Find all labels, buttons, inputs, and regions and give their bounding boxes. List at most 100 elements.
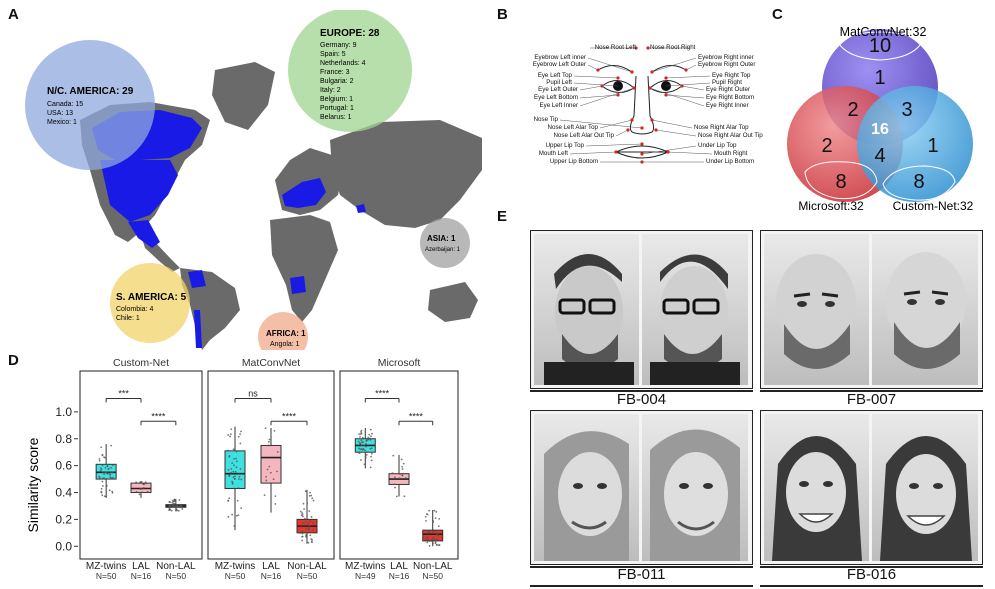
data-point bbox=[106, 484, 108, 487]
data-point bbox=[302, 502, 305, 505]
data-point bbox=[179, 506, 182, 509]
data-point bbox=[108, 467, 110, 470]
af-title: AFRICA: 1 bbox=[266, 329, 306, 338]
data-point bbox=[174, 505, 176, 508]
data-point bbox=[238, 473, 240, 475]
caption-rule bbox=[760, 390, 983, 392]
svg-text:Eyebrow Right inner: Eyebrow Right inner bbox=[698, 54, 754, 61]
data-point bbox=[231, 513, 234, 516]
data-point bbox=[303, 517, 306, 520]
svg-text:Eye Left Outer: Eye Left Outer bbox=[538, 86, 578, 93]
sig-label: ns bbox=[248, 388, 258, 398]
data-point bbox=[312, 523, 315, 526]
data-point bbox=[100, 487, 103, 490]
face-photo-right bbox=[872, 234, 978, 385]
data-point bbox=[101, 471, 104, 474]
data-point bbox=[305, 520, 307, 523]
data-point bbox=[301, 532, 304, 535]
panel-label-b: B bbox=[497, 6, 508, 23]
x-n-label: N=50 bbox=[297, 571, 318, 581]
data-point bbox=[364, 445, 367, 448]
svg-text:Eye Right Inner: Eye Right Inner bbox=[706, 102, 749, 109]
data-point bbox=[299, 532, 301, 534]
eu-line-1: Germany: 9 bbox=[320, 42, 357, 49]
af-line-1: Angola: 1 bbox=[270, 341, 300, 348]
svg-text:8: 8 bbox=[835, 171, 846, 193]
svg-text:3: 3 bbox=[901, 99, 912, 121]
data-point bbox=[173, 503, 176, 505]
data-point bbox=[431, 519, 434, 522]
caption-rule bbox=[530, 566, 753, 568]
australia bbox=[428, 282, 478, 322]
greenland bbox=[212, 62, 275, 130]
svg-text:Eyebrow Right Outer: Eyebrow Right Outer bbox=[698, 61, 755, 68]
data-point bbox=[308, 494, 311, 497]
data-point bbox=[429, 529, 432, 532]
data-point bbox=[426, 513, 429, 516]
data-point bbox=[366, 438, 369, 441]
pair-fb-016 bbox=[760, 410, 983, 565]
as-bubble bbox=[420, 218, 470, 268]
af-bubble bbox=[258, 312, 308, 350]
data-point bbox=[301, 522, 304, 524]
data-point bbox=[103, 495, 106, 498]
world-map: N/C. AMERICA: 29 Canada: 15 USA: 13 Mexi… bbox=[25, 10, 482, 350]
data-point bbox=[100, 446, 103, 449]
data-point bbox=[273, 429, 276, 432]
data-point bbox=[178, 499, 181, 501]
x-label-non-lal: Non-LAL bbox=[156, 561, 196, 572]
data-point bbox=[301, 535, 304, 538]
svg-text:Nose Root Right: Nose Root Right bbox=[650, 44, 696, 51]
y-tick-label: 0.2 bbox=[55, 512, 72, 526]
x-label-non-lal: Non-LAL bbox=[287, 561, 327, 572]
data-point bbox=[438, 544, 441, 546]
data-point bbox=[369, 437, 371, 440]
data-point bbox=[365, 440, 368, 443]
data-point bbox=[432, 521, 435, 523]
data-point bbox=[360, 459, 362, 461]
svg-text:Upper Lip Top: Upper Lip Top bbox=[546, 142, 585, 149]
data-point bbox=[228, 455, 231, 458]
mexico-highlight bbox=[128, 220, 160, 248]
data-point bbox=[269, 471, 272, 474]
x-label-lal: LAL bbox=[390, 561, 408, 572]
data-point bbox=[135, 490, 138, 493]
data-point bbox=[369, 438, 372, 441]
svg-text:1: 1 bbox=[927, 135, 938, 157]
na-line-2: USA: 13 bbox=[47, 110, 73, 117]
data-point bbox=[111, 471, 114, 474]
data-point bbox=[310, 540, 313, 543]
data-point bbox=[365, 451, 368, 454]
eu-line-9: Belarus: 1 bbox=[320, 114, 352, 121]
data-point bbox=[391, 472, 394, 475]
face-photo-left bbox=[534, 234, 639, 385]
venn-diagram: 10 1 2 1 2 3 4 8 8 16 MatConvNet:32 Micr… bbox=[787, 25, 974, 213]
data-point bbox=[171, 501, 174, 504]
data-point bbox=[404, 477, 407, 479]
data-point bbox=[170, 509, 173, 512]
data-point bbox=[305, 535, 307, 538]
data-point bbox=[401, 474, 404, 477]
eu-line-5: Bulgaria: 2 bbox=[320, 78, 354, 85]
sa-title: S. AMERICA: 5 bbox=[116, 292, 187, 303]
data-point bbox=[305, 527, 307, 530]
data-point bbox=[312, 528, 315, 531]
svg-text:2: 2 bbox=[821, 135, 832, 157]
face-photo-left bbox=[764, 414, 869, 561]
data-point bbox=[370, 459, 373, 462]
data-point bbox=[308, 524, 311, 527]
pair-caption-fb-011: FB-011 bbox=[617, 566, 666, 583]
data-point bbox=[104, 456, 107, 459]
data-point bbox=[110, 477, 113, 479]
data-point bbox=[300, 526, 303, 529]
caption-rule bbox=[760, 585, 983, 587]
data-point bbox=[112, 476, 114, 479]
data-point bbox=[227, 499, 230, 502]
data-point bbox=[227, 434, 230, 436]
data-point bbox=[435, 532, 438, 535]
sig-label: **** bbox=[282, 411, 297, 421]
data-point bbox=[304, 534, 307, 536]
svg-text:Nose Root Left: Nose Root Left bbox=[595, 44, 637, 51]
colombia-highlight bbox=[188, 270, 206, 288]
data-point bbox=[392, 454, 395, 457]
